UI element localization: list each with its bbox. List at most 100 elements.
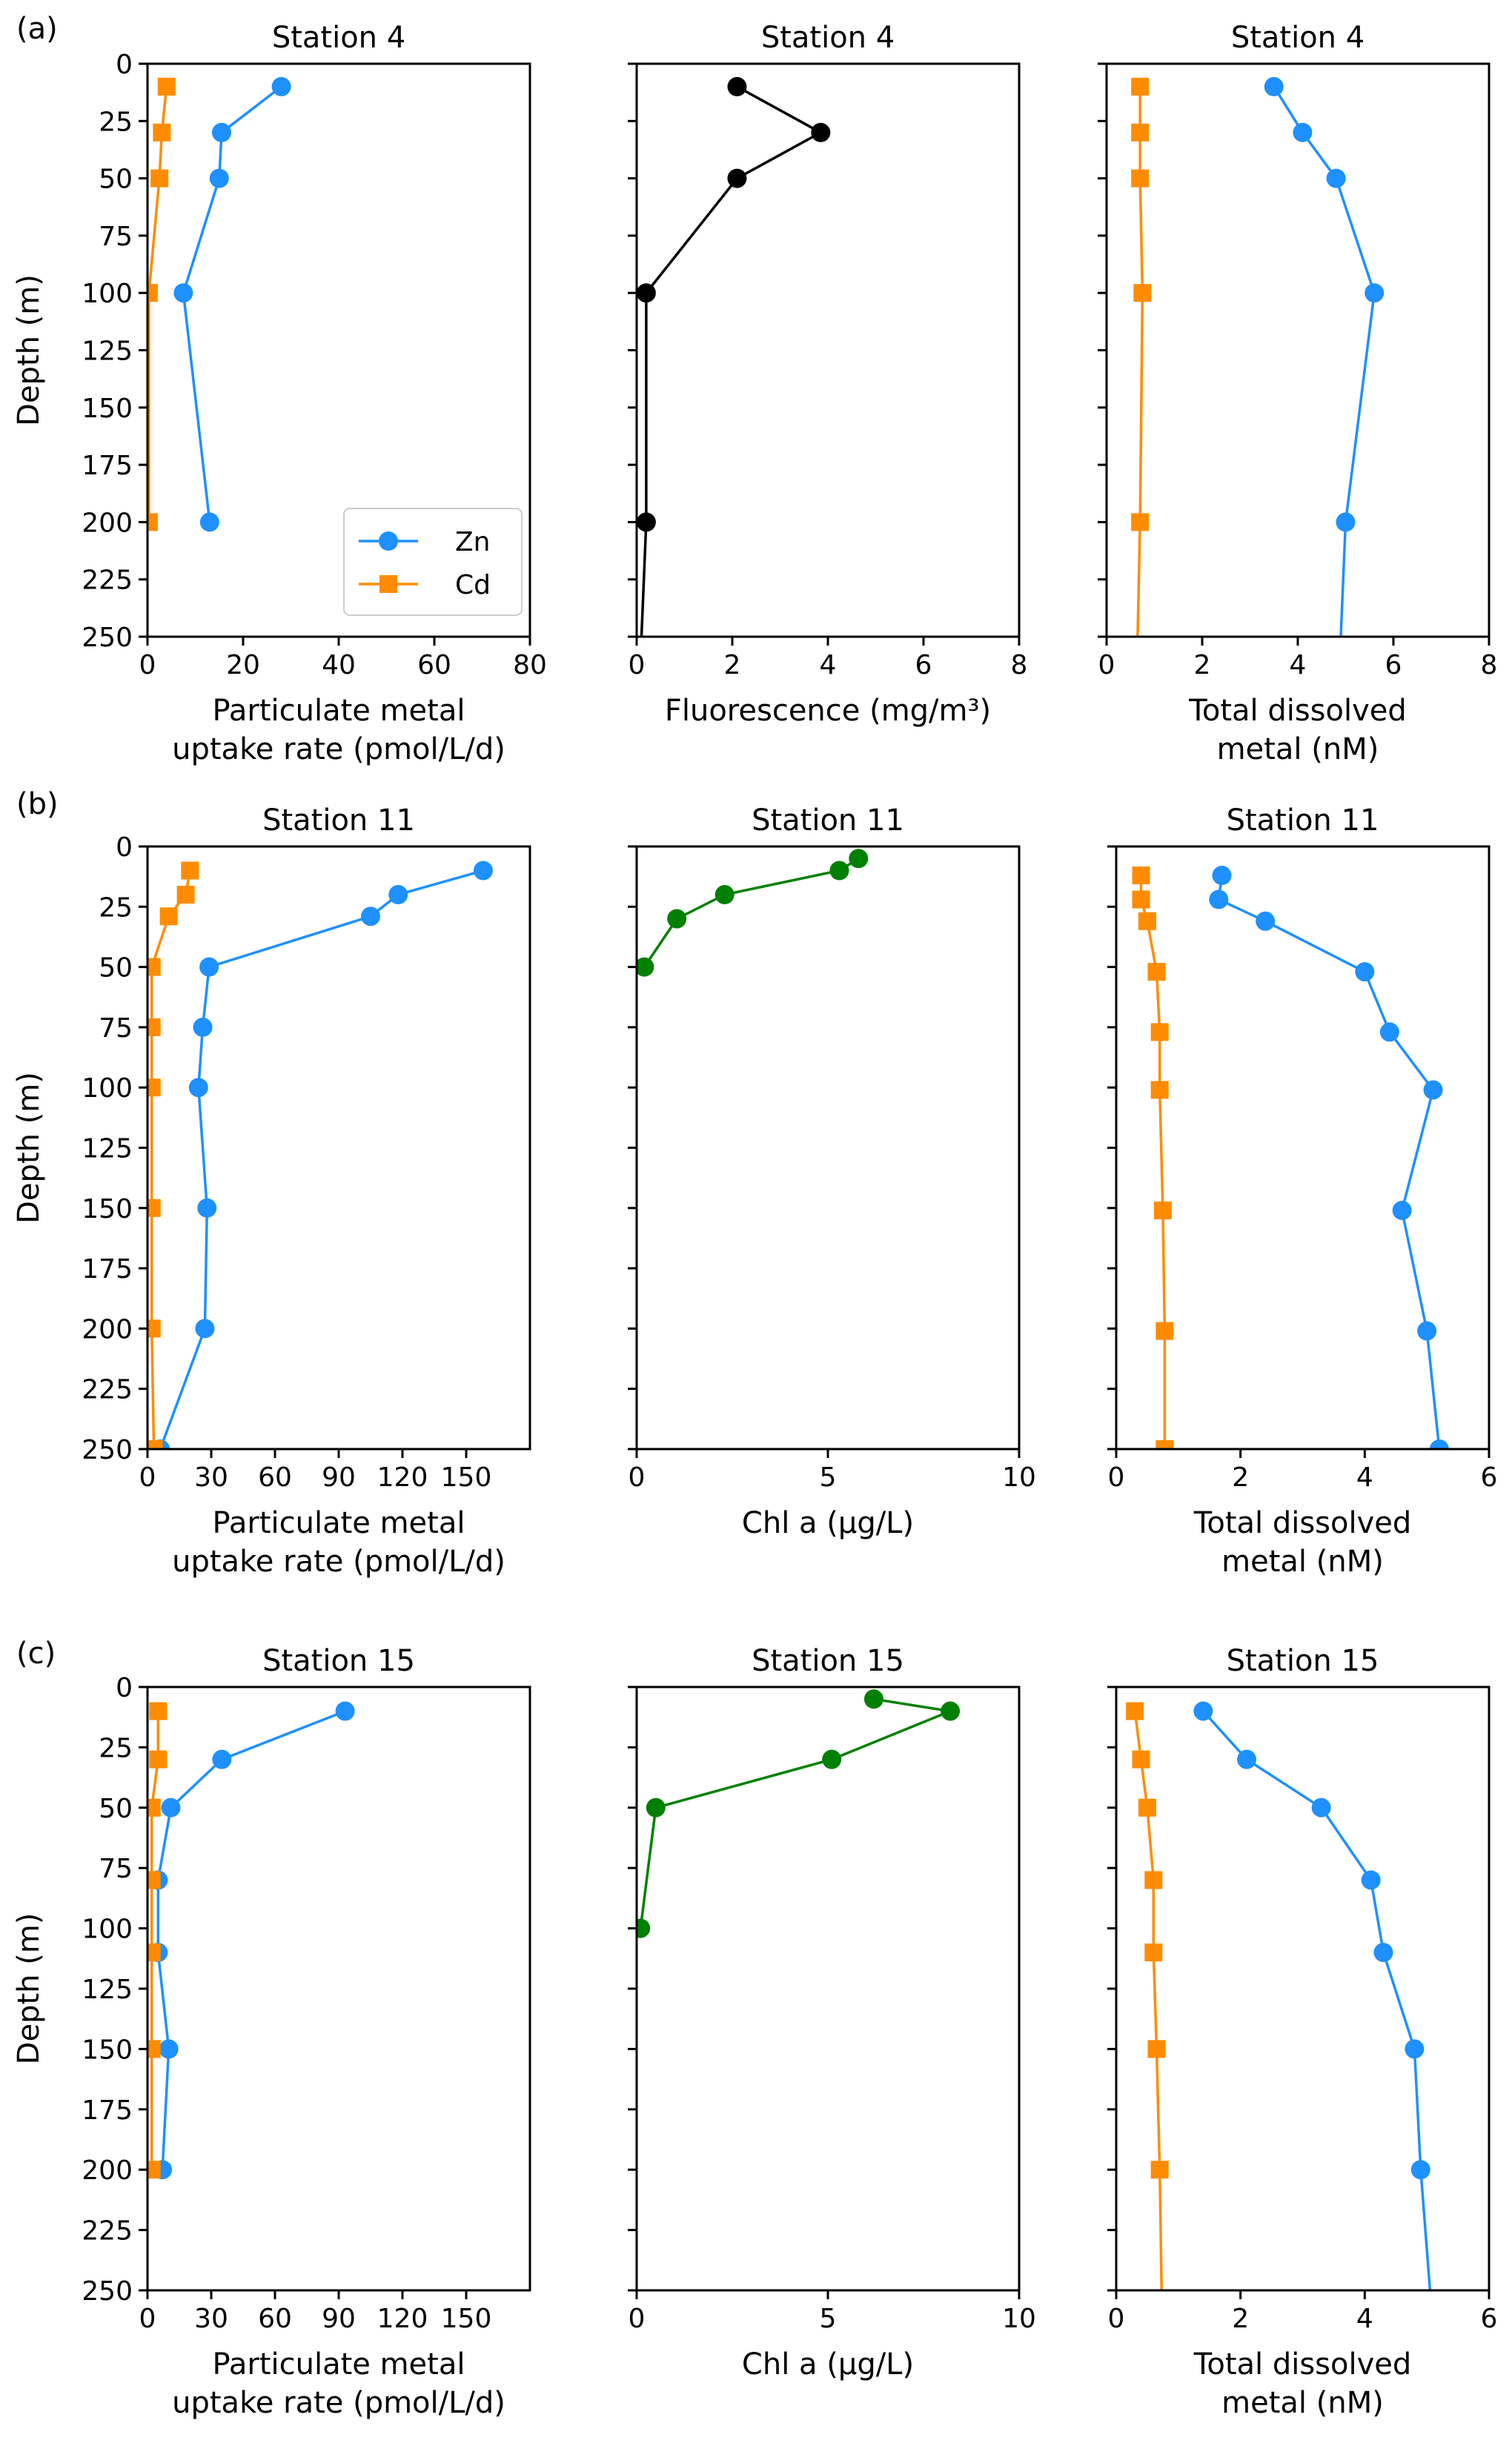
data-point-fluorescence xyxy=(811,122,831,142)
series-line-cd xyxy=(1133,1711,1163,2290)
chart-title: Station 15 xyxy=(262,1644,415,1678)
x-axis-label: Particulate metal xyxy=(213,694,465,728)
x-tick-label: 6 xyxy=(1385,650,1402,680)
data-point-chl-a xyxy=(822,1749,842,1769)
chart-a1: (a) Station 40255075100125150175200225250… xyxy=(12,12,547,766)
data-point-chl-a xyxy=(646,1797,666,1817)
x-tick-label: 8 xyxy=(1011,650,1028,680)
y-tick-label: 225 xyxy=(82,566,133,596)
y-tick-label: 175 xyxy=(82,451,133,481)
data-point-zn xyxy=(195,1319,215,1339)
x-axis-label: metal (nM) xyxy=(1221,2386,1384,2420)
x-tick-label: 80 xyxy=(513,650,547,680)
y-tick-label: 100 xyxy=(82,279,133,309)
x-axis-label: Total dissolved xyxy=(1188,694,1407,728)
series-group xyxy=(147,76,291,532)
x-tick-label: 5 xyxy=(820,2304,837,2334)
x-tick-label: 2 xyxy=(1232,1462,1249,1493)
y-tick-label: 175 xyxy=(82,2095,133,2126)
x-tick-label: 4 xyxy=(820,650,837,680)
y-tick-label: 0 xyxy=(116,50,133,80)
panel-letter: (c) xyxy=(16,1637,56,1671)
x-tick-label: 2 xyxy=(724,650,741,680)
series-group xyxy=(637,76,831,637)
plot-frame xyxy=(635,845,1021,1451)
x-tick-label: 30 xyxy=(194,1462,228,1493)
y-tick-label: 50 xyxy=(99,953,133,984)
chart-title: Station 11 xyxy=(752,803,904,838)
data-point-fluorescence xyxy=(727,168,747,188)
x-axis-label: Chl a (µg/L) xyxy=(742,1506,914,1540)
x-tick-label: 10 xyxy=(1002,1462,1036,1493)
data-point-zn xyxy=(199,512,219,532)
data-point-zn xyxy=(1379,1022,1399,1042)
data-point-zn xyxy=(1429,1439,1449,1449)
data-point-zn xyxy=(1193,1701,1213,1721)
y-tick-label: 250 xyxy=(82,1435,133,1465)
series-group xyxy=(1131,76,1385,637)
data-point-cd xyxy=(181,861,199,880)
x-axis-label: Particulate metal xyxy=(213,1506,465,1540)
data-point-cd xyxy=(147,1319,161,1338)
y-tick-label: 200 xyxy=(82,1314,133,1345)
x-tick-label: 4 xyxy=(1290,650,1307,680)
data-point-zn xyxy=(209,168,229,188)
data-point-zn xyxy=(1417,1321,1437,1341)
data-point-cd xyxy=(1155,1322,1174,1340)
data-point-zn xyxy=(161,1797,181,1817)
y-tick-label: 200 xyxy=(82,508,133,538)
data-point-cd xyxy=(149,1702,168,1720)
plot-frame xyxy=(1105,62,1491,638)
y-tick-label: 250 xyxy=(82,623,133,653)
data-point-cd xyxy=(1155,1440,1174,1449)
data-point-cd xyxy=(147,284,158,302)
data-point-cd xyxy=(147,1440,163,1449)
x-axis-label: Particulate metal xyxy=(213,2347,465,2382)
data-point-chl-a xyxy=(829,861,849,881)
data-point-cd xyxy=(1131,513,1150,531)
data-point-zn xyxy=(1405,2039,1425,2059)
legend-marker xyxy=(379,531,398,551)
y-tick-label: 150 xyxy=(82,2035,133,2065)
plot-frame xyxy=(1115,1686,1491,2292)
data-point-zn xyxy=(159,2039,179,2059)
data-point-zn xyxy=(1355,962,1375,982)
x-axis-label: Chl a (µg/L) xyxy=(742,2347,914,2382)
x-axis-label: metal (nM) xyxy=(1217,732,1379,766)
series-group xyxy=(1132,866,1449,1449)
series-line-cd xyxy=(150,870,192,1449)
data-point-cd xyxy=(1132,1750,1150,1769)
data-point-zn xyxy=(1326,168,1346,188)
plot-frame xyxy=(146,62,531,638)
data-point-cd xyxy=(176,886,195,904)
series-group xyxy=(1126,1701,1432,2290)
data-point-zn xyxy=(271,76,291,96)
chart-b2: Station 11 0 5 10 Chl a (µg/L) xyxy=(628,803,1036,1540)
data-point-cd xyxy=(147,2161,161,2179)
x-tick-label: 150 xyxy=(441,2304,492,2334)
data-point-cd xyxy=(1131,169,1150,188)
series-group xyxy=(147,1701,355,2180)
data-point-cd xyxy=(147,958,161,976)
y-tick-label: 175 xyxy=(82,1254,133,1285)
x-tick-label: 5 xyxy=(820,1462,837,1493)
x-tick-label: 0 xyxy=(629,1462,646,1493)
data-point-zn xyxy=(1212,866,1232,886)
chart-title: Station 11 xyxy=(262,803,415,838)
data-point-zn xyxy=(335,1701,355,1721)
chart-title: Station 11 xyxy=(1227,803,1379,838)
data-point-zn xyxy=(1365,283,1385,303)
data-point-zn xyxy=(1237,1749,1257,1769)
data-point-zn xyxy=(193,1017,213,1037)
chart-a2: Station 4 0 2 4 6 8 Fluorescence (mg/m³) xyxy=(628,21,1027,728)
x-tick-label: 20 xyxy=(226,650,260,680)
data-point-zn xyxy=(197,1198,217,1218)
series-line-zn xyxy=(1273,85,1376,637)
data-point-zn xyxy=(473,861,493,881)
y-tick-label: 225 xyxy=(82,1375,133,1405)
chart-b1: (b) Station 11 0 25 50 75 100 125 150 175 200 225 25… xyxy=(12,787,531,1579)
data-point-chl-a xyxy=(667,909,687,929)
data-point-cd xyxy=(157,77,176,96)
data-point-cd xyxy=(147,1871,161,1889)
data-point-fluorescence xyxy=(637,512,656,532)
